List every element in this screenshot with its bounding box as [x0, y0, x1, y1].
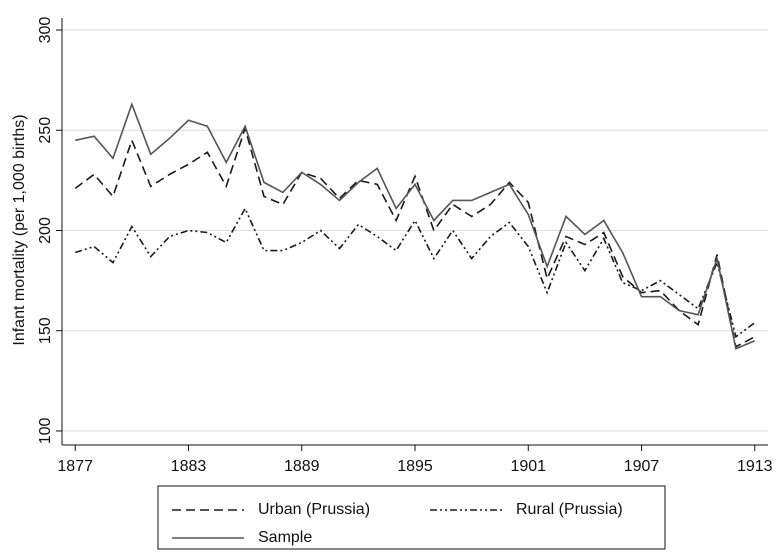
y-tick-label: 100	[37, 418, 54, 445]
x-tick-label: 1907	[624, 458, 660, 475]
series-line	[75, 101, 756, 350]
x-tick-label: 1901	[510, 458, 546, 475]
x-tick-label: 1877	[57, 458, 93, 475]
series-line	[74, 206, 756, 339]
legend-label: Sample	[258, 529, 312, 546]
y-tick-label: 300	[37, 17, 54, 44]
y-tick-label: 250	[37, 117, 54, 144]
x-tick-label: 1913	[737, 458, 773, 475]
y-tick-label: 150	[37, 317, 54, 344]
x-tick-label: 1895	[397, 458, 433, 475]
legend-label: Rural (Prussia)	[516, 501, 623, 518]
series-line	[74, 125, 756, 348]
x-tick-label: 1889	[284, 458, 320, 475]
x-tick-label: 1883	[171, 458, 207, 475]
y-axis-label: Infant mortality (per 1,000 births)	[11, 114, 28, 345]
legend-label: Urban (Prussia)	[258, 501, 370, 518]
y-tick-label: 200	[37, 217, 54, 244]
